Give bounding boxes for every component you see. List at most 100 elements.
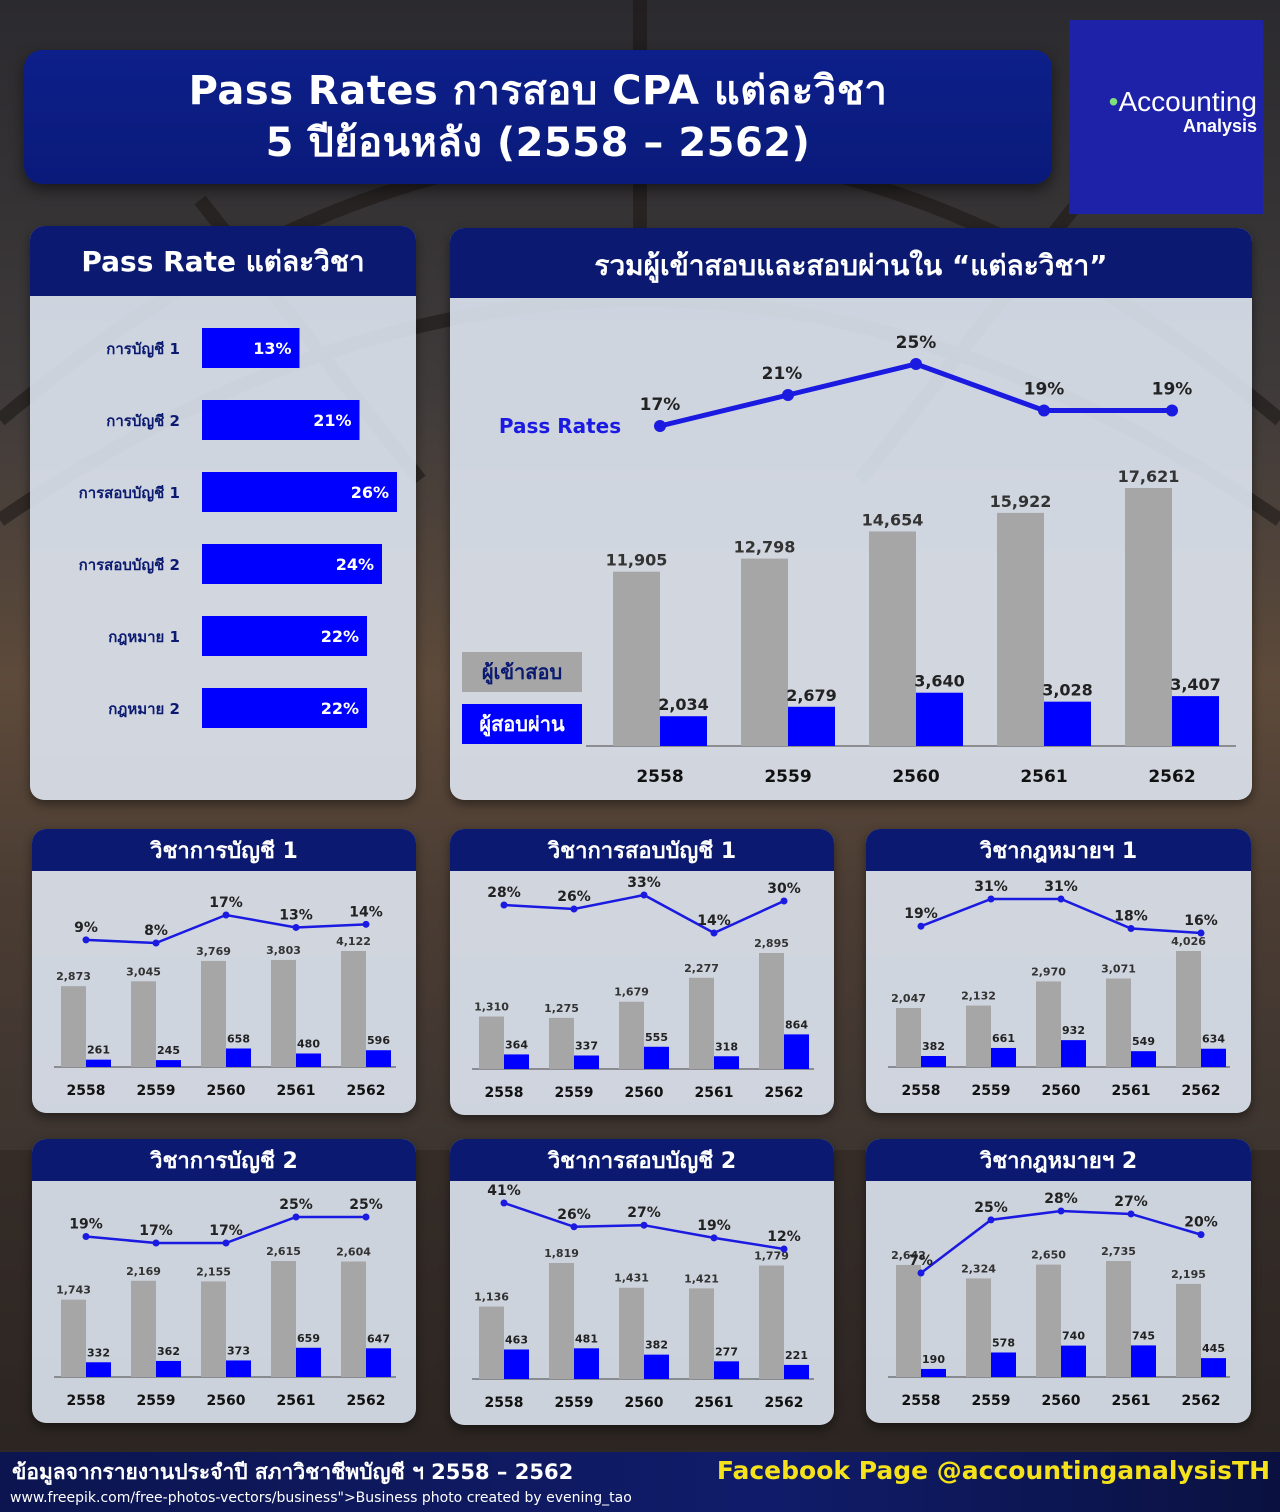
pass-rate-value-label: 14% — [697, 913, 731, 929]
pass-rate-point — [500, 901, 508, 909]
takers-value-label: 1,679 — [614, 986, 649, 999]
takers-value-label: 2,615 — [266, 1245, 301, 1258]
takers-bar — [61, 986, 86, 1067]
pass-rate-line — [85, 913, 367, 945]
year-tick-label: 2558 — [485, 1085, 524, 1101]
passers-value-label: 190 — [922, 1353, 945, 1366]
pass-rate-label: 24% — [336, 555, 374, 574]
year-tick-label: 2561 — [1112, 1083, 1151, 1099]
pass-rate-value-label: 13% — [279, 907, 313, 923]
pass-rate-value-label: 8% — [144, 923, 168, 939]
year-tick-label: 2560 — [625, 1395, 664, 1411]
takers-value-label: 3,769 — [196, 945, 231, 958]
pass-rate-point — [1057, 1207, 1065, 1215]
pass-rate-value-label: 17% — [640, 395, 681, 415]
takers-value-label: 2,970 — [1031, 965, 1066, 978]
pass-rate-point — [152, 1239, 160, 1247]
category-label: กฎหมาย 1 — [108, 628, 180, 646]
pass-rate-line — [920, 897, 1202, 935]
pass-rate-point — [917, 922, 925, 930]
pass-rate-point — [570, 905, 578, 913]
takers-bar — [271, 959, 296, 1067]
pass-rate-label: 22% — [321, 699, 359, 718]
logo-dot-icon: • — [1108, 86, 1119, 117]
year-tick-label: 2558 — [67, 1393, 106, 1409]
pass-rate-bar — [202, 472, 397, 512]
takers-bar — [479, 1016, 504, 1069]
pass-rate-label: 22% — [321, 627, 359, 646]
takers-value-label: 3,071 — [1101, 963, 1136, 976]
pass-rate-point — [500, 1199, 508, 1207]
takers-bar — [549, 1017, 574, 1069]
passers-value-label: 745 — [1132, 1329, 1155, 1342]
takers-value-label: 4,026 — [1171, 935, 1206, 948]
pass-rate-point — [570, 1223, 578, 1231]
passers-value-label: 261 — [87, 1044, 110, 1057]
takers-value-label: 2,277 — [684, 962, 719, 975]
pass-rate-line — [659, 361, 1172, 429]
takers-bar — [997, 512, 1044, 746]
passers-bar — [366, 1050, 391, 1067]
pass-rate-value-label: 33% — [627, 875, 661, 891]
passers-bar — [1172, 696, 1219, 746]
pass-rate-value-label: 19% — [904, 906, 938, 922]
passers-bar — [991, 1352, 1016, 1377]
chart-acc1: 2,873 261 2558 3,045 245 2559 3,769 658 2560 3,80… — [54, 895, 396, 1099]
source-note: ข้อมูลจากรายงานประจำปี สภาวิชาชีพบัญชี ฯ… — [12, 1460, 574, 1484]
passers-bar — [714, 1056, 739, 1069]
pass-rate-point — [782, 389, 794, 401]
main-title-banner: Pass Rates การสอบ CPA แต่ละวิชา 5 ปีย้อน… — [24, 50, 1052, 184]
pass-rate-point — [1038, 404, 1050, 417]
pass-rate-bar — [202, 544, 382, 584]
year-tick-label: 2562 — [765, 1085, 804, 1101]
pass-rate-point — [292, 1213, 300, 1221]
category-label: การสอบบัญชี 2 — [79, 556, 180, 574]
chart-aud1: 1,310 364 2558 1,275 337 2559 1,679 555 2560 2,27… — [472, 875, 814, 1101]
year-tick-label: 2559 — [555, 1395, 594, 1411]
takers-value-label: 2,155 — [196, 1265, 231, 1278]
pass-rate-point — [362, 1213, 370, 1221]
overall-chart: 11,905 2,034 2558 12,798 2,679 2559 14,654 3,64… — [586, 333, 1236, 787]
takers-value-label: 12,798 — [734, 538, 796, 557]
takers-value-label: 17,621 — [1118, 467, 1180, 486]
passers-bar — [788, 706, 835, 746]
subject-pass-rate-title: Pass Rate แต่ละวิชา — [30, 226, 416, 296]
takers-bar — [1176, 951, 1201, 1067]
logo-word-accounting: Accounting — [1118, 86, 1257, 117]
passers-value-label: 932 — [1062, 1024, 1085, 1037]
year-tick-label: 2562 — [1148, 767, 1195, 787]
passers-value-label: 2,034 — [658, 695, 709, 714]
subject-pass-rate-chart: การบัญชี 1 13% การบัญชี 2 21% การสอบบัญชี 1 2… — [79, 328, 397, 728]
panel-acc1-title: วิชาการบัญชี 1 — [32, 829, 416, 871]
pass-rate-label: 13% — [253, 339, 291, 358]
takers-value-label: 2,169 — [126, 1265, 161, 1278]
pass-rate-point — [1127, 924, 1135, 932]
panel-law2: วิชากฎหมายฯ 2 2,642 190 2558 2,324 578 2559 2,… — [866, 1139, 1251, 1423]
pass-rate-value-label: 16% — [1184, 913, 1218, 929]
takers-bar — [131, 981, 156, 1067]
passers-bar — [991, 1047, 1016, 1067]
passers-bar — [1061, 1040, 1086, 1067]
pass-rate-point — [1197, 929, 1205, 937]
pass-rate-point — [987, 895, 995, 903]
passers-bar — [366, 1348, 391, 1377]
passers-value-label: 549 — [1132, 1035, 1155, 1048]
passers-value-label: 634 — [1202, 1033, 1225, 1046]
takers-value-label: 14,654 — [862, 510, 924, 529]
year-tick-label: 2561 — [277, 1393, 316, 1409]
passers-value-label: 364 — [505, 1038, 528, 1051]
year-tick-label: 2561 — [695, 1395, 734, 1411]
pass-rate-point — [640, 891, 648, 899]
passers-bar — [714, 1361, 739, 1379]
logo-word-analysis: Analysis — [1182, 116, 1257, 136]
passers-bar — [226, 1360, 251, 1377]
pass-rate-value-label: 12% — [767, 1229, 801, 1245]
facebook-page-link[interactable]: Facebook Page @accountinganalysisTH — [716, 1456, 1270, 1485]
passers-value-label: 647 — [367, 1332, 390, 1345]
takers-bar — [1036, 1264, 1061, 1377]
takers-bar — [271, 1261, 296, 1377]
takers-bar — [741, 558, 788, 746]
panel-aud1: วิชาการสอบบัญชี 1 1,310 364 2558 1,275 337 25… — [450, 829, 834, 1115]
subject-pass-rate-panel: Pass Rate แต่ละวิชา การบัญชี 1 13% การบัญช… — [30, 226, 416, 800]
passers-value-label: 221 — [785, 1349, 808, 1362]
